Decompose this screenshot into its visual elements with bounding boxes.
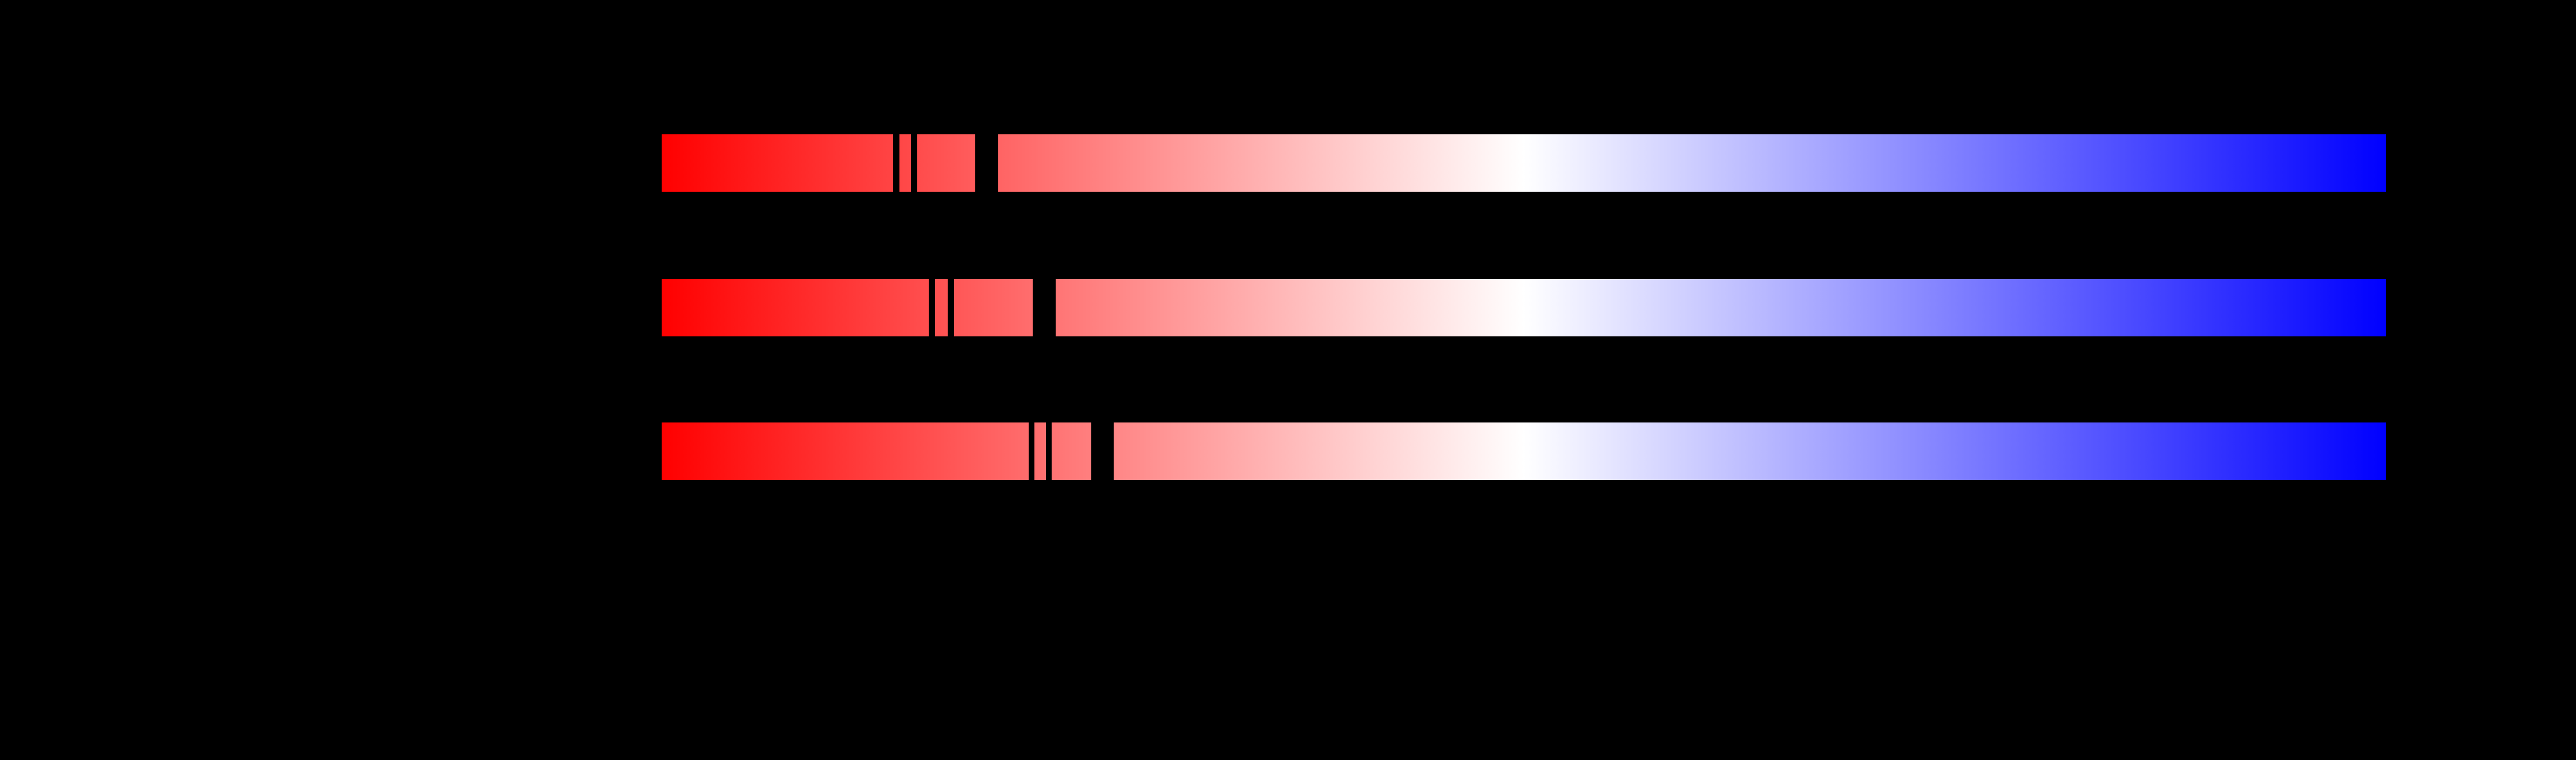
gap-marker	[893, 134, 899, 192]
gap-marker	[1091, 422, 1114, 480]
gap-marker	[1046, 422, 1052, 480]
gap-marker	[948, 279, 954, 336]
gap-marker	[975, 134, 998, 192]
gap-marker	[911, 134, 917, 192]
gradient-bar-strip-3	[662, 422, 2386, 480]
gap-marker	[1033, 279, 1056, 336]
gap-marker	[929, 279, 935, 336]
gradient-bar-strip-2	[662, 279, 2386, 336]
gap-marker	[1029, 422, 1034, 480]
gradient-bar-strip-1	[662, 134, 2386, 192]
